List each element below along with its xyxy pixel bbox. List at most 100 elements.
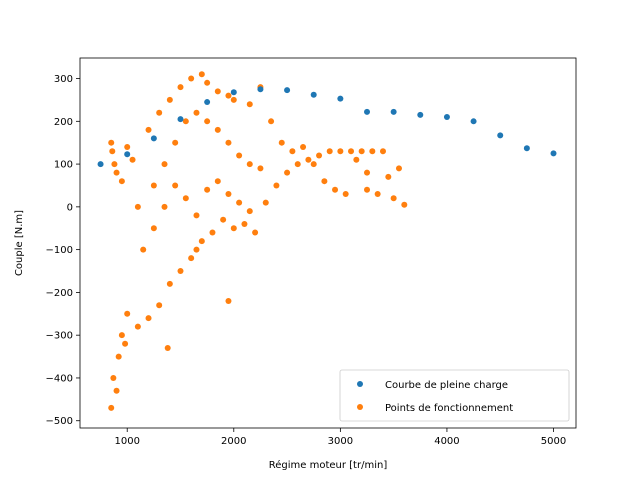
operating-point: [225, 92, 232, 99]
full-load-point: [443, 114, 450, 121]
operating-point: [198, 238, 205, 245]
operating-point: [230, 96, 237, 103]
full-load-point: [390, 108, 397, 115]
operating-point: [379, 148, 386, 155]
operating-point: [369, 148, 376, 155]
operating-point: [115, 353, 122, 360]
operating-point: [172, 139, 179, 146]
operating-point: [364, 186, 371, 193]
operating-point: [161, 161, 168, 168]
x-axis: 1000 2000 3000 4000 5000: [114, 428, 566, 447]
operating-point: [257, 165, 264, 172]
operating-point: [337, 148, 344, 155]
operating-point: [182, 195, 189, 202]
operating-point: [214, 126, 221, 133]
full-load-point: [417, 111, 424, 118]
operating-point: [108, 139, 115, 146]
operating-point: [385, 173, 392, 180]
legend-label-operating-points: Points de fonctionnement: [385, 403, 513, 414]
operating-point: [300, 143, 307, 150]
operating-point: [193, 109, 200, 116]
operating-point: [204, 118, 211, 125]
operating-point: [188, 255, 195, 262]
y-tick-label: 0: [67, 202, 73, 213]
operating-point: [289, 148, 296, 155]
operating-points-series: [108, 71, 408, 411]
operating-point: [310, 161, 317, 168]
operating-point: [316, 152, 323, 159]
operating-point: [204, 79, 211, 86]
operating-point: [214, 88, 221, 95]
operating-point: [108, 404, 115, 411]
operating-point: [326, 148, 333, 155]
operating-point: [305, 156, 312, 163]
operating-point: [177, 84, 184, 91]
operating-point: [390, 195, 397, 202]
full-load-point: [97, 161, 104, 168]
operating-point: [236, 152, 243, 159]
operating-point: [268, 118, 275, 125]
operating-point: [145, 315, 152, 322]
y-axis-label: Couple [N.m]: [14, 210, 25, 276]
operating-point: [124, 310, 131, 317]
operating-point: [246, 161, 253, 168]
y-tick-label: −100: [46, 245, 73, 256]
operating-point: [140, 246, 147, 253]
plot-frame: [79, 57, 577, 429]
full-load-point: [310, 91, 317, 98]
operating-point: [118, 332, 125, 339]
operating-point: [164, 345, 171, 352]
operating-point: [118, 178, 125, 185]
full-load-point: [497, 132, 504, 139]
operating-point: [156, 302, 163, 309]
operating-point: [134, 323, 141, 330]
operating-point: [209, 229, 216, 236]
operating-point: [166, 96, 173, 103]
operating-point: [252, 229, 259, 236]
operating-point: [129, 156, 136, 163]
operating-point: [278, 139, 285, 146]
full-load-point: [284, 87, 291, 94]
operating-point: [177, 268, 184, 275]
x-tick-label: 3000: [328, 436, 353, 447]
y-tick-label: 300: [54, 74, 73, 85]
operating-point: [273, 182, 280, 189]
operating-point: [332, 186, 339, 193]
y-tick-label: 100: [54, 160, 73, 171]
x-axis-label: Régime moteur [tr/min]: [269, 459, 388, 471]
full-load-point: [337, 95, 344, 102]
operating-point: [236, 199, 243, 206]
operating-point: [113, 387, 120, 394]
operating-point: [358, 148, 365, 155]
operating-point: [395, 165, 402, 172]
operating-point: [111, 161, 118, 168]
x-tick-label: 4000: [434, 436, 459, 447]
operating-point: [262, 199, 269, 206]
operating-point: [161, 203, 168, 210]
y-tick-label: −400: [46, 373, 73, 384]
operating-point: [150, 225, 157, 232]
full-load-point: [124, 151, 131, 158]
operating-point: [188, 75, 195, 82]
full-load-point: [364, 108, 371, 115]
operating-point: [230, 225, 237, 232]
y-tick-label: 200: [54, 117, 73, 128]
operating-point: [113, 169, 120, 176]
operating-point: [284, 169, 291, 176]
operating-point: [122, 340, 129, 347]
operating-point: [124, 143, 131, 150]
operating-point: [364, 169, 371, 176]
operating-point: [321, 178, 328, 185]
x-tick-label: 1000: [114, 436, 139, 447]
y-tick-label: −300: [46, 331, 73, 342]
legend-marker-operating-points: [357, 404, 363, 410]
operating-point: [204, 186, 211, 193]
operating-point: [172, 182, 179, 189]
operating-point: [225, 139, 232, 146]
full-load-point: [523, 145, 530, 152]
operating-point: [193, 246, 200, 253]
operating-point: [110, 374, 117, 381]
operating-point: [166, 280, 173, 287]
legend-marker-full-load: [357, 381, 363, 387]
